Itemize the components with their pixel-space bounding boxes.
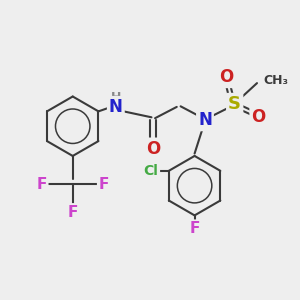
Text: O: O	[219, 68, 233, 86]
Text: CH₃: CH₃	[263, 74, 288, 87]
Text: N: N	[198, 111, 212, 129]
Text: O: O	[146, 140, 160, 158]
Text: F: F	[68, 205, 78, 220]
Text: F: F	[99, 177, 109, 192]
Text: S: S	[228, 95, 241, 113]
Text: O: O	[251, 108, 266, 126]
Text: N: N	[109, 98, 123, 116]
Text: F: F	[189, 221, 200, 236]
Text: F: F	[36, 177, 47, 192]
Text: Cl: Cl	[144, 164, 158, 178]
Text: H: H	[111, 92, 121, 104]
